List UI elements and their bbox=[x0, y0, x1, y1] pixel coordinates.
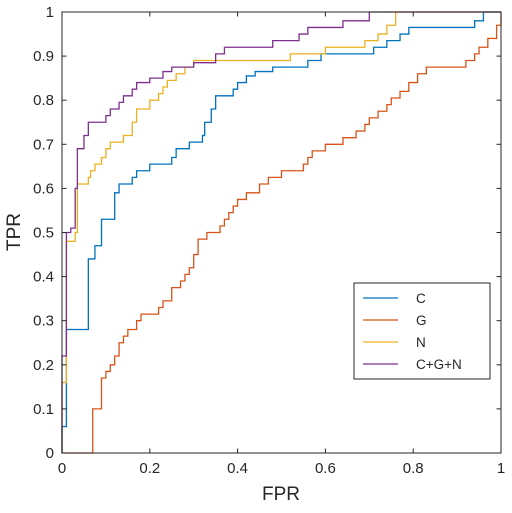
y-tick-label: 0 bbox=[46, 445, 54, 462]
x-tick-label: 1 bbox=[497, 460, 505, 477]
y-tick-label: 1 bbox=[46, 4, 54, 21]
legend-label: C+G+N bbox=[416, 357, 462, 372]
y-tick-label: 0.2 bbox=[33, 357, 54, 374]
series-layer bbox=[61, 11, 502, 454]
y-tick-label: 0.7 bbox=[33, 136, 54, 153]
legend-box bbox=[353, 282, 491, 380]
x-tick-label: 0 bbox=[58, 460, 66, 477]
ticks-layer: 0 0.2 0.4 0.6 0.8 1 0 0.1 0.2 0.3 0.4 0.5 0.6 0.7 0.8 0… bbox=[33, 4, 505, 477]
x-tick-label: 0.8 bbox=[403, 460, 424, 477]
series-line-g bbox=[62, 12, 502, 454]
y-axis-label: TPR bbox=[4, 213, 25, 251]
legend-label: G bbox=[416, 313, 427, 328]
y-tick-label: 0.6 bbox=[33, 180, 54, 197]
y-tick-label: 0.4 bbox=[33, 269, 54, 286]
legend-label: N bbox=[416, 335, 426, 350]
series-line-c bbox=[61, 11, 501, 453]
series-line-c-g-n bbox=[61, 11, 501, 453]
y-tick-label: 0.1 bbox=[33, 401, 54, 418]
x-tick-label: 0.2 bbox=[139, 460, 160, 477]
y-tick-label: 0.5 bbox=[33, 225, 54, 242]
legend: CGN C+G+N bbox=[353, 282, 491, 380]
y-tick-label: 0.8 bbox=[33, 92, 54, 109]
plot-area bbox=[62, 12, 501, 453]
y-tick-label: 0.9 bbox=[33, 48, 54, 65]
x-axis-label: FPR bbox=[262, 484, 300, 505]
x-tick-label: 0.4 bbox=[227, 460, 248, 477]
x-tick-label: 0.6 bbox=[315, 460, 336, 477]
series-line-n bbox=[61, 11, 501, 453]
legend-label: C bbox=[416, 291, 426, 306]
y-tick-label: 0.3 bbox=[33, 313, 54, 330]
